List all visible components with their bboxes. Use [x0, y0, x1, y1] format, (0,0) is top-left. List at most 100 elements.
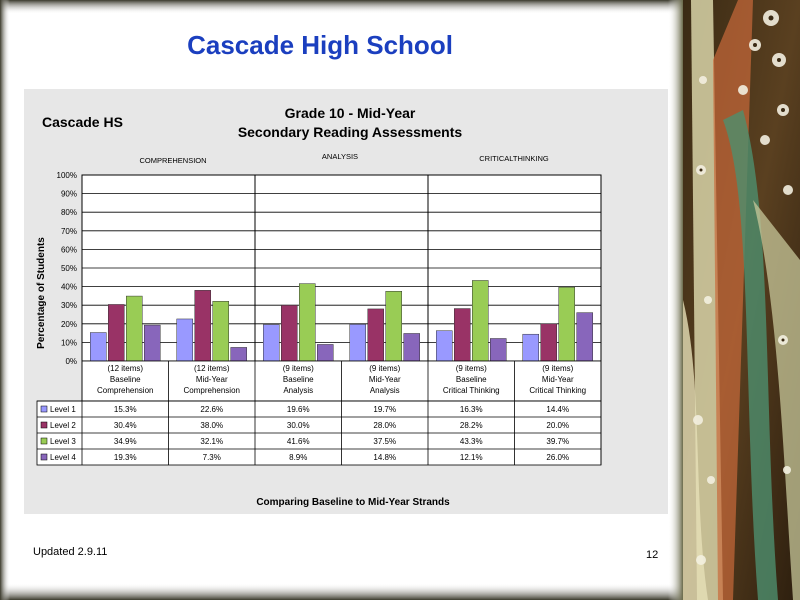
y-tick-label: 10%	[61, 338, 77, 347]
category-label: (9 items)	[542, 364, 573, 373]
category-label: Mid-Year	[542, 375, 574, 384]
data-label: 7.3%	[203, 453, 221, 462]
category-label: Baseline	[283, 375, 314, 384]
bar	[126, 295, 143, 362]
data-label: 19.3%	[114, 453, 137, 462]
bar	[367, 308, 384, 362]
bar	[317, 344, 334, 362]
bar	[299, 283, 316, 362]
bar	[349, 324, 366, 362]
bar	[522, 333, 539, 362]
data-label: 22.6%	[200, 405, 223, 414]
bar	[108, 304, 125, 362]
bar	[281, 304, 298, 362]
category-label: (9 items)	[456, 364, 487, 373]
data-label: 43.3%	[460, 437, 483, 446]
category-label: (9 items)	[283, 364, 314, 373]
school-label: Cascade HS	[42, 114, 123, 130]
decorative-floral-panel	[683, 0, 800, 600]
footer-updated: Updated 2.9.11	[33, 546, 108, 558]
y-tick-label: 80%	[61, 208, 77, 217]
bar	[540, 323, 557, 362]
data-label: 14.8%	[373, 453, 396, 462]
data-label: 16.3%	[460, 405, 483, 414]
data-label: 19.7%	[373, 405, 396, 414]
x-axis-title: Comparing Baseline to Mid-Year Strands	[256, 497, 450, 508]
category-label: Comprehension	[184, 386, 240, 395]
chart-title: Grade 10 - Mid-Year	[284, 105, 416, 121]
y-tick-label: 60%	[61, 245, 77, 254]
bar	[558, 286, 575, 362]
category-label: Comprehension	[97, 386, 153, 395]
y-tick-label: 50%	[61, 264, 77, 273]
bar	[436, 330, 453, 362]
y-tick-label: 0%	[65, 357, 77, 366]
bar	[385, 291, 402, 362]
data-label: 12.1%	[460, 453, 483, 462]
y-tick-label: 100%	[57, 171, 77, 180]
data-label: 26.0%	[546, 453, 569, 462]
y-tick-label: 40%	[61, 283, 77, 292]
legend-label: Level 1	[50, 405, 76, 414]
bar	[212, 301, 229, 362]
data-label: 19.6%	[287, 405, 310, 414]
data-label: 28.0%	[373, 421, 396, 430]
category-label: Mid-Year	[369, 375, 401, 384]
group-label: ANALYSIS	[322, 152, 358, 161]
legend-label: Level 3	[50, 437, 76, 446]
bar	[454, 308, 471, 362]
group-label: COMPREHENSION	[139, 156, 206, 165]
data-label: 37.5%	[373, 437, 396, 446]
y-tick-label: 70%	[61, 227, 77, 236]
legend-key	[40, 421, 48, 429]
category-label: Analysis	[283, 386, 313, 395]
category-label: Critical Thinking	[443, 386, 500, 395]
data-label: 30.0%	[287, 421, 310, 430]
data-label: 15.3%	[114, 405, 137, 414]
legend-label: Level 4	[50, 453, 76, 462]
bar	[576, 312, 593, 362]
bar	[144, 324, 161, 362]
legend-key	[40, 405, 48, 413]
category-label: (12 items)	[194, 364, 230, 373]
data-label: 28.2%	[460, 421, 483, 430]
bar	[194, 290, 211, 362]
category-label: Baseline	[456, 375, 487, 384]
category-label: Analysis	[370, 386, 400, 395]
y-axis-title: Percentage of Students	[36, 237, 47, 349]
group-label: CRITICALTHINKING	[479, 154, 549, 163]
bar	[230, 347, 247, 362]
slide-title: Cascade High School	[187, 30, 453, 60]
bar	[90, 332, 107, 362]
data-label: 38.0%	[200, 421, 223, 430]
bar	[263, 324, 280, 362]
category-label: Baseline	[110, 375, 141, 384]
category-label: (9 items)	[369, 364, 400, 373]
category-label: Mid-Year	[196, 375, 228, 384]
data-label: 41.6%	[287, 437, 310, 446]
y-tick-label: 90%	[61, 190, 77, 199]
bar	[472, 280, 489, 362]
data-label: 32.1%	[200, 437, 223, 446]
category-label: Critical Thinking	[529, 386, 586, 395]
data-label: 30.4%	[114, 421, 137, 430]
bar	[403, 333, 420, 362]
legend-label: Level 2	[50, 421, 76, 430]
legend-key	[40, 453, 48, 461]
bar	[490, 338, 507, 362]
data-label: 20.0%	[546, 421, 569, 430]
data-label: 14.4%	[546, 405, 569, 414]
legend-key	[40, 437, 48, 445]
bar	[176, 318, 193, 362]
y-tick-label: 30%	[61, 301, 77, 310]
data-label: 34.9%	[114, 437, 137, 446]
data-label: 39.7%	[546, 437, 569, 446]
category-label: (12 items)	[107, 364, 143, 373]
data-label: 8.9%	[289, 453, 307, 462]
page-number: 12	[646, 549, 659, 561]
y-tick-label: 20%	[61, 320, 77, 329]
chart-subtitle: Secondary Reading Assessments	[237, 124, 463, 140]
